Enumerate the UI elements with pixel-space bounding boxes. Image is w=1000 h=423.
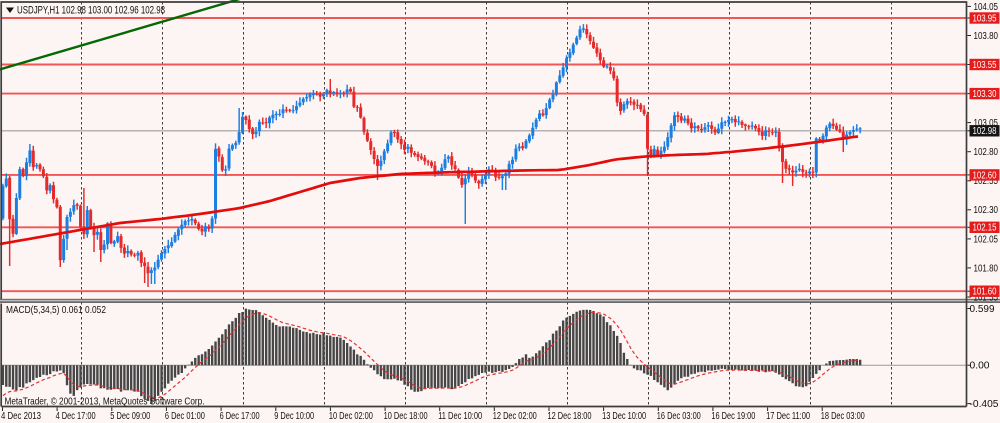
svg-text:16 Dec 19:00: 16 Dec 19:00 — [711, 411, 755, 422]
svg-text:102.05: 102.05 — [974, 234, 999, 245]
svg-text:6 Dec 17:00: 6 Dec 17:00 — [220, 411, 260, 422]
svg-text:103.30: 103.30 — [973, 89, 997, 100]
svg-text:MetaTrader, © 2001-2013, MetaQ: MetaTrader, © 2001-2013, MetaQuotes Soft… — [5, 396, 205, 408]
svg-text:102.80: 102.80 — [974, 147, 999, 158]
svg-text:16 Dec 03:00: 16 Dec 03:00 — [657, 411, 701, 422]
svg-text:102.30: 102.30 — [974, 205, 999, 216]
svg-text:0.599: 0.599 — [970, 304, 995, 315]
svg-text:4 Dec 2013: 4 Dec 2013 — [1, 411, 41, 422]
svg-text:4 Dec 17:00: 4 Dec 17:00 — [56, 411, 96, 422]
svg-text:13 Dec 10:00: 13 Dec 10:00 — [602, 411, 646, 422]
svg-text:103.05: 103.05 — [974, 118, 999, 129]
svg-text:0.00: 0.00 — [970, 361, 990, 372]
svg-text:-0.405: -0.405 — [970, 399, 999, 410]
svg-text:101.55: 101.55 — [974, 292, 999, 303]
svg-text:103.95: 103.95 — [973, 13, 997, 24]
svg-text:103.80: 103.80 — [974, 31, 999, 42]
svg-text:11 Dec 10:00: 11 Dec 10:00 — [438, 411, 482, 422]
svg-text:102.55: 102.55 — [974, 176, 999, 187]
svg-text:9 Dec 10:00: 9 Dec 10:00 — [274, 411, 314, 422]
svg-text:18 Dec 03:00: 18 Dec 03:00 — [821, 411, 865, 422]
svg-text:102.60: 102.60 — [973, 170, 997, 181]
svg-text:5 Dec 09:00: 5 Dec 09:00 — [110, 411, 150, 422]
svg-text:104.05: 104.05 — [974, 2, 999, 13]
svg-text:102.15: 102.15 — [973, 223, 997, 234]
svg-text:101.60: 101.60 — [973, 287, 997, 298]
svg-text:17 Dec 11:00: 17 Dec 11:00 — [766, 411, 810, 422]
svg-text:102.98: 102.98 — [973, 126, 997, 137]
svg-text:USDJPY,H1 102.98 103.00 102.9: USDJPY,H1 102.98 103.00 102.96 102.98 — [17, 5, 165, 17]
svg-text:12 Dec 02:00: 12 Dec 02:00 — [493, 411, 537, 422]
svg-text:12 Dec 18:00: 12 Dec 18:00 — [548, 411, 592, 422]
svg-text:6 Dec 01:00: 6 Dec 01:00 — [165, 411, 205, 422]
svg-text:101.80: 101.80 — [974, 263, 999, 274]
svg-text:103.55: 103.55 — [973, 60, 997, 71]
svg-text:MACD(5,34,5) 0.061 0.052: MACD(5,34,5) 0.061 0.052 — [6, 304, 106, 316]
svg-text:10 Dec 18:00: 10 Dec 18:00 — [384, 411, 428, 422]
svg-text:10 Dec 02:00: 10 Dec 02:00 — [329, 411, 373, 422]
